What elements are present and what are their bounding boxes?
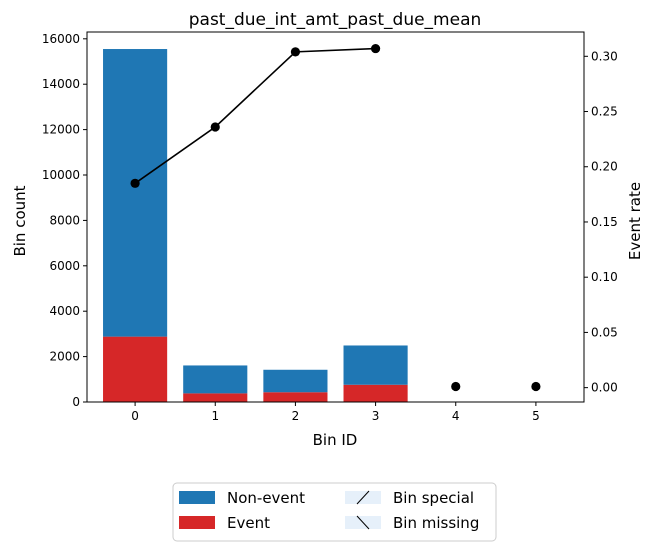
y-axis-right: 0.00 0.05 0.10 0.15 0.20 0.25 0.30 (584, 49, 618, 395)
bar-event-2 (263, 392, 328, 402)
bar-event-0 (103, 336, 168, 402)
y2-axis-title: Event rate (626, 182, 644, 260)
event-rate-point-1 (210, 122, 220, 132)
y-axis-title: Bin count (11, 185, 29, 256)
x-tick-label: 3 (372, 409, 380, 423)
event-rate-point-3 (370, 43, 381, 54)
y-tick-label: 2000 (49, 350, 80, 364)
y-tick-label: 8000 (49, 213, 80, 227)
legend-label-1: Event (227, 514, 270, 532)
y2-tick-label: 0.15 (591, 215, 618, 229)
event-rate-point-0 (130, 178, 140, 188)
x-axis-title: Bin ID (313, 431, 358, 449)
y-tick-label: 0 (72, 395, 80, 409)
chart-title: past_due_int_amt_past_due_mean (189, 10, 482, 30)
legend-label-0: Non-event (227, 489, 305, 507)
y2-tick-label: 0.00 (591, 381, 618, 395)
event-rate-point-4 (451, 381, 461, 392)
y-tick-label: 4000 (49, 304, 80, 318)
legend-label-3: Bin missing (393, 514, 479, 532)
legend-swatch-0 (179, 491, 215, 504)
legend-hatch-2 (356, 490, 370, 505)
x-tick-label: 1 (211, 409, 219, 423)
x-tick-label: 2 (292, 409, 300, 423)
legend: Non-event Event Bin special Bin missing (172, 482, 497, 542)
y2-tick-label: 0.25 (591, 105, 618, 119)
event-rate-point-5 (531, 381, 541, 392)
bar-non-event-1 (183, 365, 248, 394)
y-tick-label: 6000 (49, 259, 80, 273)
bar-non-event-2 (263, 369, 328, 393)
legend-swatch-1 (179, 516, 215, 529)
x-tick-label: 4 (452, 409, 460, 423)
y-axis-left: 0 2000 4000 6000 8000 10000 12000 14000 16000 (42, 32, 87, 409)
legend-box (172, 482, 497, 542)
bar-non-event-0 (103, 49, 168, 337)
x-tick-label: 0 (131, 409, 139, 423)
y-tick-label: 16000 (42, 32, 80, 46)
y2-tick-label: 0.10 (591, 270, 618, 284)
legend-hatch-3 (356, 515, 370, 530)
legend-label-2: Bin special (393, 489, 474, 507)
event-rate-line (134, 47, 376, 184)
x-tick-label: 5 (532, 409, 540, 423)
bar-event-3 (343, 384, 408, 402)
y-tick-label: 10000 (42, 168, 80, 182)
plot-frame (86, 31, 585, 403)
y2-tick-label: 0.05 (591, 325, 618, 339)
x-axis: 0 1 2 3 4 5 (131, 402, 540, 423)
plot-area (103, 43, 541, 402)
bar-non-event-3 (343, 345, 408, 385)
y-tick-label: 14000 (42, 77, 80, 91)
y2-tick-label: 0.20 (591, 160, 618, 174)
y-tick-label: 12000 (42, 123, 80, 137)
bar-event-1 (183, 393, 248, 402)
event-rate-point-2 (290, 47, 301, 57)
y2-tick-label: 0.30 (591, 49, 618, 63)
